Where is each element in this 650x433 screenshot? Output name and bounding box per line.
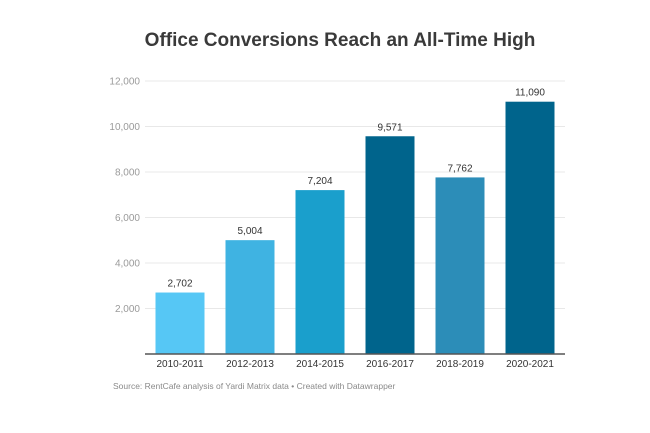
bar [435,177,485,354]
x-tick-label: 2012-2013 [226,359,274,370]
bar [295,190,345,354]
x-tick-label: 2010-2011 [156,359,204,370]
bar [505,101,555,354]
x-tick-label: 2018-2019 [436,359,484,370]
y-tick-label: 12,000 [109,77,140,88]
bar [365,136,415,354]
y-tick-label: 6,000 [115,213,140,224]
y-tick-label: 8,000 [115,168,140,179]
data-label: 7,204 [307,176,332,187]
data-label: 7,762 [447,163,472,174]
data-label: 2,702 [167,279,192,290]
source-note: Source: RentCafe analysis of Yardi Matri… [113,381,396,391]
data-label: 11,090 [515,88,545,99]
x-tick-label: 2016-2017 [366,359,414,370]
bar [155,292,205,354]
y-tick-label: 2,000 [115,304,140,315]
x-tick-label: 2020-2021 [506,359,554,370]
x-tick-label: 2014-2015 [296,359,344,370]
chart-title: Office Conversions Reach an All-Time Hig… [144,30,536,51]
y-tick-label: 4,000 [115,259,140,270]
data-label: 9,571 [377,122,402,133]
bar [225,240,275,354]
data-label: 5,004 [237,226,262,237]
y-tick-label: 10,000 [109,122,140,133]
